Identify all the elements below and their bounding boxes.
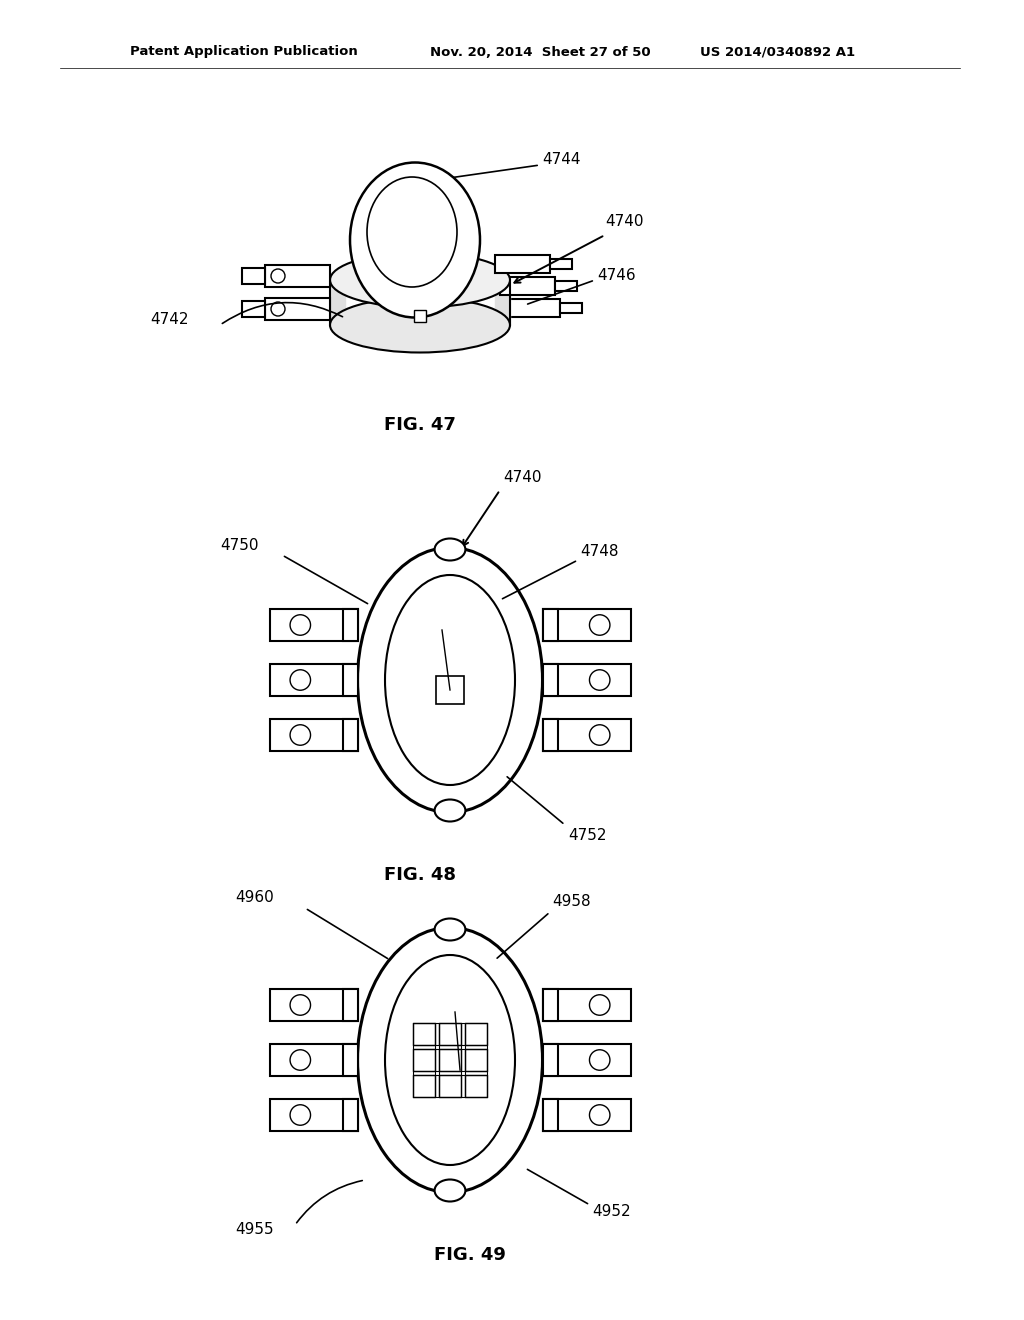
Ellipse shape (434, 919, 465, 940)
Bar (465, 1023, 487, 1045)
Text: FIG. 49: FIG. 49 (434, 1246, 506, 1265)
Bar (439, 1023, 461, 1045)
Bar (543, 719, 631, 751)
Bar (543, 609, 557, 642)
Text: Nov. 20, 2014  Sheet 27 of 50: Nov. 20, 2014 Sheet 27 of 50 (430, 45, 650, 58)
Ellipse shape (330, 297, 510, 352)
Bar (543, 989, 557, 1020)
Bar (500, 277, 555, 294)
Bar (342, 664, 357, 696)
Text: 4748: 4748 (580, 544, 618, 560)
Bar (550, 259, 572, 269)
Ellipse shape (330, 252, 510, 308)
Text: 4955: 4955 (234, 1222, 273, 1238)
Text: 4750: 4750 (220, 537, 258, 553)
Text: 4746: 4746 (597, 268, 636, 282)
Bar (265, 265, 330, 286)
Ellipse shape (357, 928, 543, 1192)
Bar (543, 664, 631, 696)
Text: US 2014/0340892 A1: US 2014/0340892 A1 (700, 45, 855, 58)
Bar (342, 719, 357, 751)
Text: 4740: 4740 (503, 470, 542, 486)
Polygon shape (330, 280, 345, 325)
Text: 4740: 4740 (605, 214, 643, 230)
Bar (505, 300, 560, 317)
Text: 4744: 4744 (542, 153, 581, 168)
Text: Patent Application Publication: Patent Application Publication (130, 45, 357, 58)
Bar (439, 1074, 461, 1097)
Ellipse shape (357, 548, 543, 813)
Text: FIG. 48: FIG. 48 (384, 866, 456, 884)
Ellipse shape (385, 576, 515, 785)
Bar (543, 989, 631, 1020)
Bar (269, 1100, 357, 1131)
Text: 4960: 4960 (234, 891, 273, 906)
Bar (413, 1023, 435, 1045)
Bar (242, 301, 265, 317)
Bar (342, 609, 357, 642)
Bar (555, 281, 577, 290)
Ellipse shape (434, 800, 465, 821)
Text: 4742: 4742 (150, 313, 188, 327)
Ellipse shape (434, 1180, 465, 1201)
Bar (560, 304, 582, 313)
Bar (436, 676, 464, 704)
Bar (543, 664, 557, 696)
Bar (269, 609, 357, 642)
Bar (543, 1100, 631, 1131)
Bar (414, 310, 426, 322)
Text: 4958: 4958 (552, 895, 591, 909)
Bar (413, 1049, 435, 1071)
Bar (543, 1044, 557, 1076)
Bar (465, 1049, 487, 1071)
Bar (413, 1074, 435, 1097)
Polygon shape (495, 280, 510, 325)
Bar (269, 664, 357, 696)
Ellipse shape (350, 162, 480, 318)
Bar (465, 1074, 487, 1097)
Bar (342, 989, 357, 1020)
Bar (342, 1044, 357, 1076)
Text: 4952: 4952 (592, 1204, 631, 1220)
Ellipse shape (385, 954, 515, 1166)
Bar (543, 1044, 631, 1076)
Bar (265, 298, 330, 319)
Bar (495, 255, 550, 273)
Bar (269, 719, 357, 751)
Text: FIG. 47: FIG. 47 (384, 416, 456, 434)
Bar (543, 609, 631, 642)
Bar (543, 1100, 557, 1131)
Text: 4752: 4752 (568, 828, 606, 842)
Bar (439, 1049, 461, 1071)
Ellipse shape (434, 539, 465, 561)
Bar (543, 719, 557, 751)
Bar (269, 1044, 357, 1076)
Bar (269, 989, 357, 1020)
Bar (242, 268, 265, 284)
Bar (342, 1100, 357, 1131)
